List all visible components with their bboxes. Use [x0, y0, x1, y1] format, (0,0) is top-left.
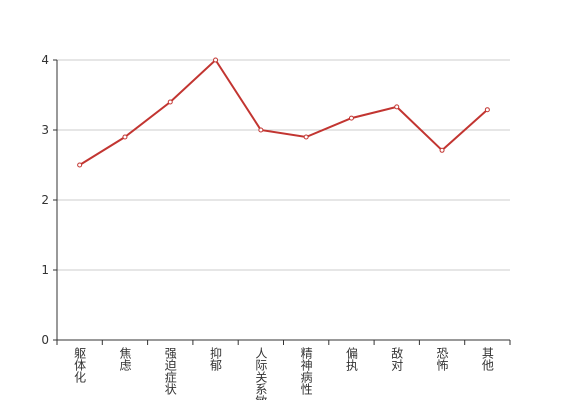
x-tick-label: 敌对 — [390, 346, 404, 371]
x-tick-label: 焦虑 — [118, 347, 132, 371]
x-tick-label: 躯体化 — [73, 346, 87, 384]
point — [122, 134, 128, 140]
point — [258, 127, 264, 133]
x-tick-label: 精神病性 — [299, 347, 313, 396]
y-tick-label: 1 — [41, 263, 49, 277]
y-tick-label: 4 — [41, 53, 49, 67]
y-tick-label: 3 — [41, 123, 49, 137]
y-tick-label: 2 — [41, 193, 49, 207]
point — [303, 134, 309, 140]
point — [439, 147, 445, 153]
x-tick-label: 偏执 — [344, 346, 358, 372]
point — [394, 104, 400, 110]
point — [484, 107, 490, 113]
point — [213, 57, 219, 63]
line — [79, 58, 489, 166]
point — [77, 162, 83, 168]
x-tick-label: 其他 — [480, 347, 494, 371]
x-tick-label: 恐怖 — [435, 347, 449, 371]
y-tick-label: 0 — [41, 333, 49, 347]
x-tick-label: 抑郁 — [209, 346, 223, 372]
x-tick-label: 强迫症状 — [163, 347, 177, 395]
point — [348, 115, 354, 121]
point — [167, 99, 173, 105]
x-tick-label: 人际关系敏感 — [254, 347, 268, 400]
